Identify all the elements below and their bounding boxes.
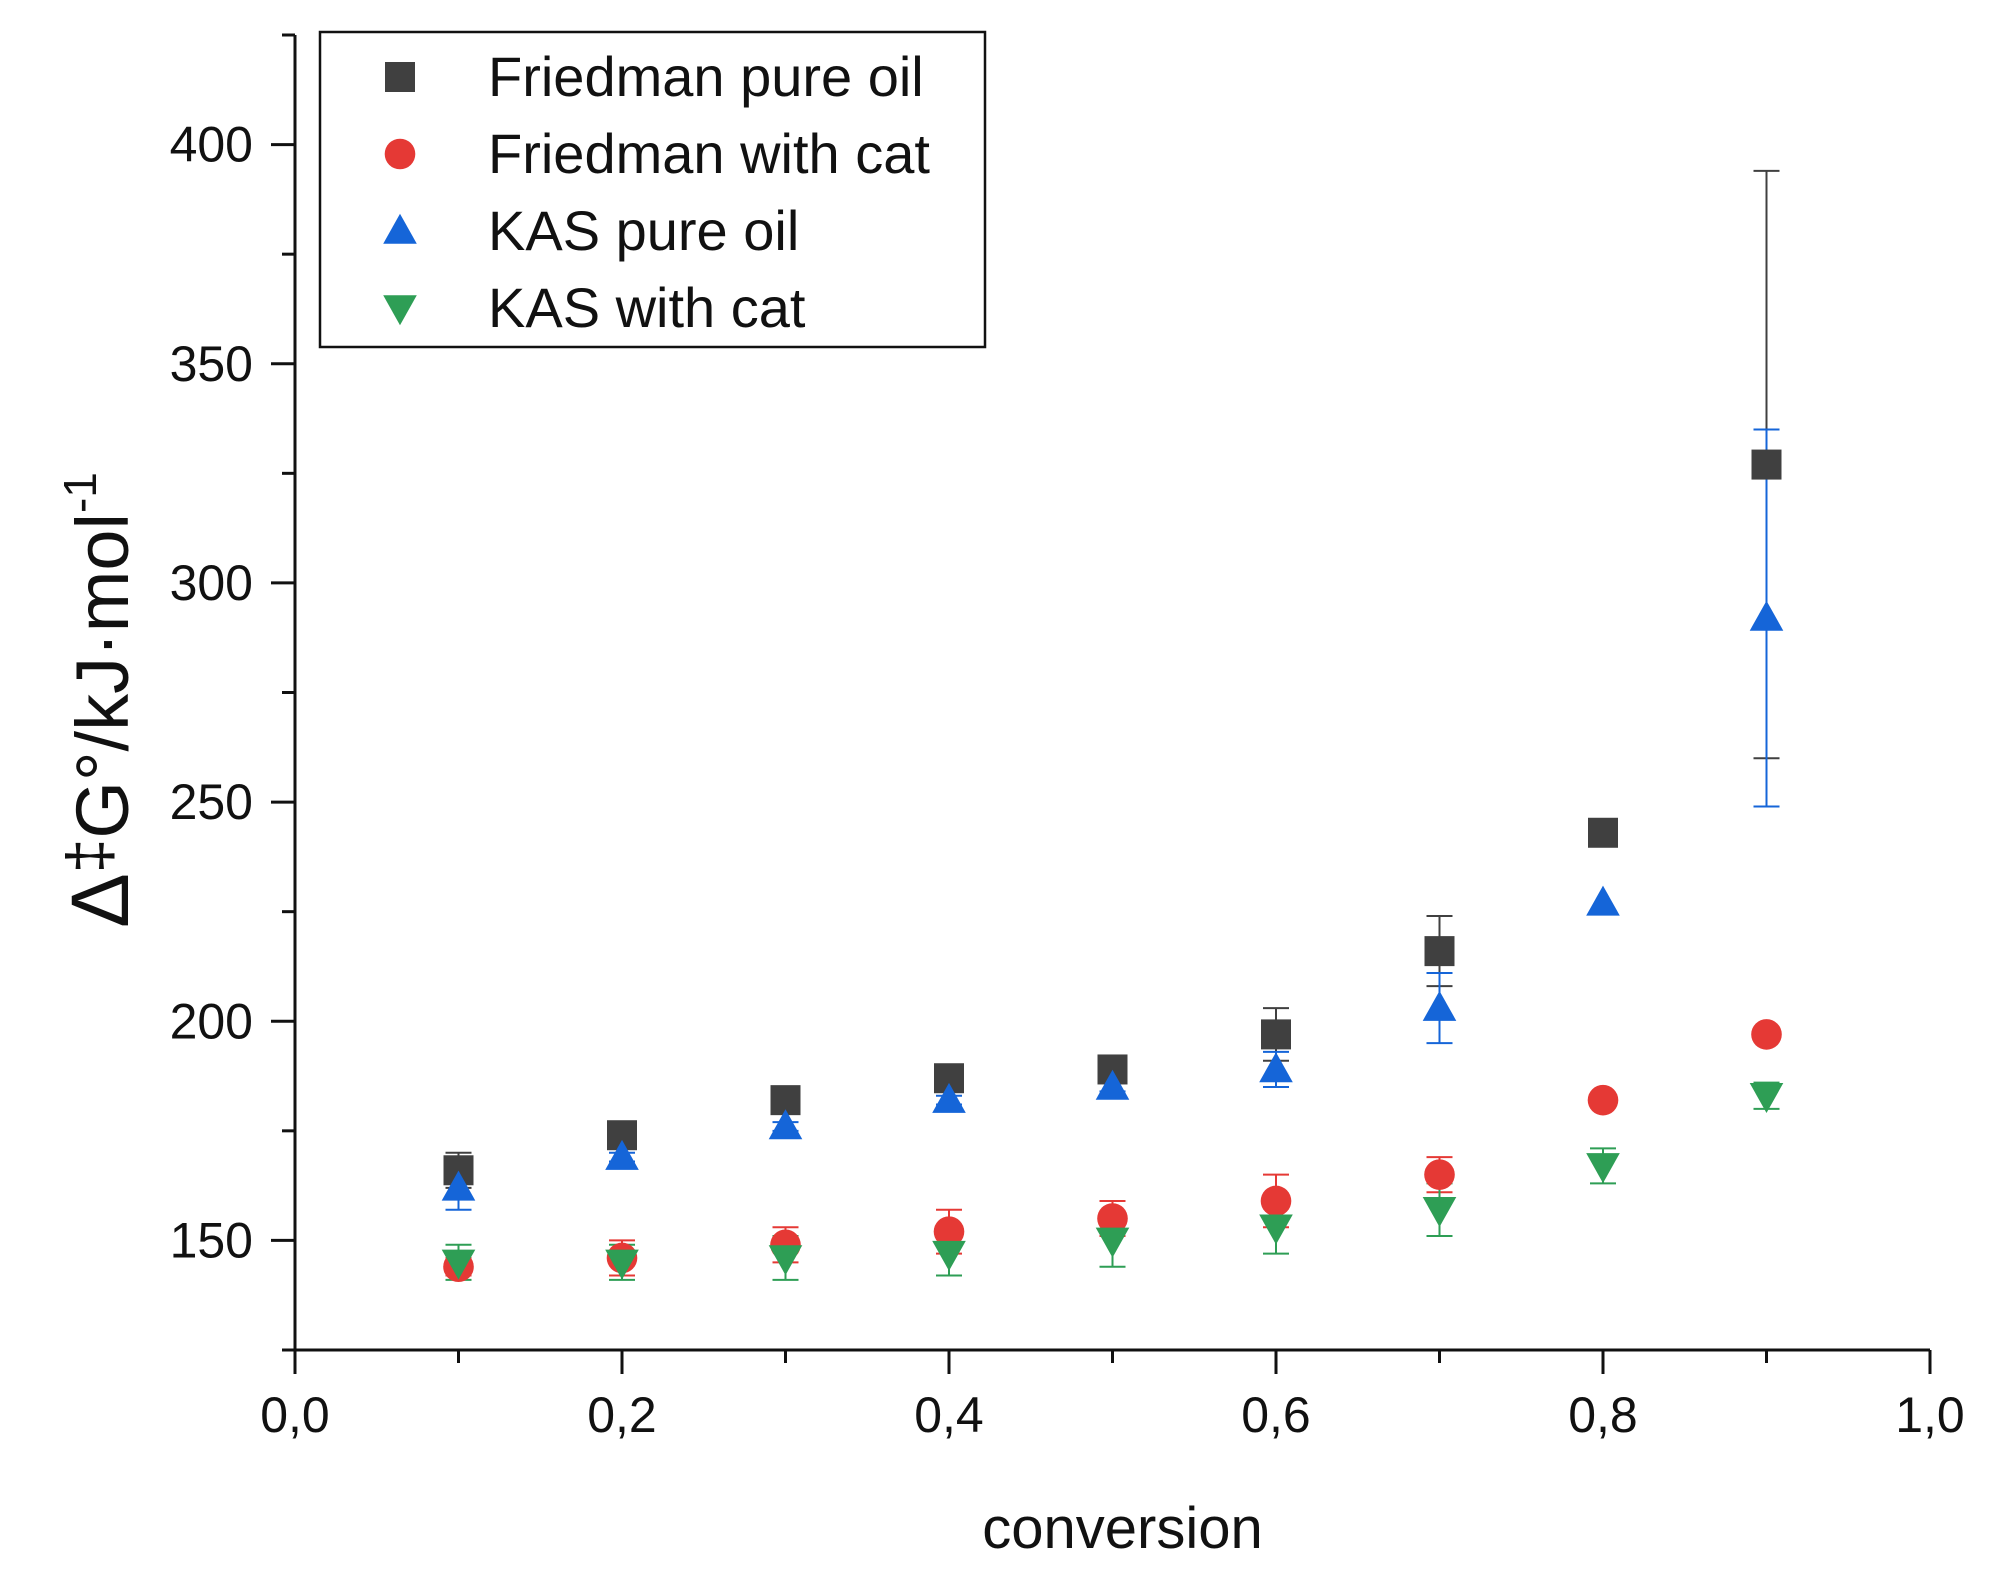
data-point [1422,1196,1457,1227]
data-point [605,1139,639,1170]
data-point [605,1249,639,1280]
data-point [1095,1227,1130,1258]
data-point [1749,600,1784,631]
y-tick-label: 300 [170,555,253,611]
legend-marker [384,138,416,170]
x-tick-label: 0,0 [260,1387,330,1443]
legend-label: KAS with cat [488,276,806,339]
data-point [1261,1019,1291,1050]
data-point [1259,1214,1293,1245]
y-axis-label-exponent: -1 [54,472,106,513]
x-tick-label: 0,6 [1241,1387,1311,1443]
data-point [441,1249,476,1280]
data-point [1097,1203,1128,1234]
data-points [441,449,1784,1283]
data-point [1588,817,1618,848]
data-point [932,1082,966,1113]
y-tick-label: 350 [170,336,253,392]
y-axis-label-delta: Δ [55,873,146,928]
data-point [1586,1153,1620,1184]
legend-box [318,30,987,349]
data-point [1424,1159,1455,1190]
data-point [932,1240,966,1271]
data-point [933,1216,965,1247]
legend-label: Friedman pure oil [488,45,924,108]
axes: 0,0 0,2 0,4 0,6 0,8 1,0 150 200 250 300 350 400 [170,33,1965,1443]
legend-label: KAS pure oil [488,199,799,262]
legend-label: Friedman with cat [488,122,930,185]
y-tick-label: 250 [170,774,253,830]
data-point [1424,936,1455,967]
data-point [1260,1185,1292,1217]
data-point [441,1170,476,1201]
x-tick-label: 1,0 [1895,1387,1965,1443]
axis-labels: conversion Δ‡G°/kJ·mol-1 [54,472,1263,1561]
data-point [1751,449,1782,480]
data-point [1751,1019,1782,1050]
y-tick-label: 150 [170,1212,253,1268]
data-point [1749,1083,1784,1114]
data-point [1587,1084,1619,1116]
data-point [1422,990,1457,1021]
legend: Friedman pure oil Friedman with cat KAS pu… [318,30,987,349]
y-axis-label-dagger: ‡ [55,839,124,873]
legend-marker [383,295,417,326]
x-axis-label: conversion [982,1496,1262,1561]
y-tick-label: 400 [170,117,253,173]
x-tick-label: 0,2 [587,1387,657,1443]
y-axis-label-main: G°/kJ·mol [61,513,144,839]
data-point [1259,1052,1293,1083]
data-point [768,1245,803,1276]
x-tick-label: 0,4 [914,1387,984,1443]
data-point [1586,885,1620,916]
y-tick-label: 200 [170,993,253,1049]
legend-marker [385,62,415,92]
x-tick-label: 0,8 [1568,1387,1638,1443]
y-axis-label: Δ‡G°/kJ·mol-1 [54,472,146,928]
data-point [1095,1069,1130,1100]
data-point [768,1109,803,1140]
legend-marker [383,213,417,244]
